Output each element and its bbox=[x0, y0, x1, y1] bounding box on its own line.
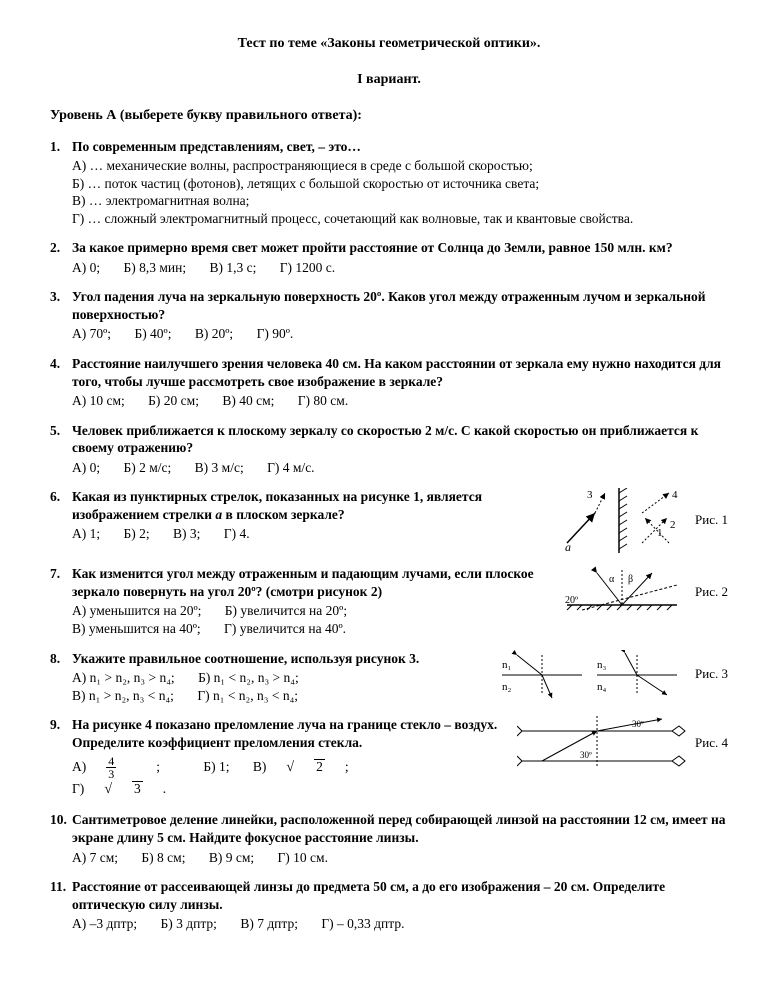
q3-a: А) 70º; bbox=[72, 325, 111, 343]
q2-a: А) 0; bbox=[72, 259, 100, 277]
q4-d: Г) 80 см. bbox=[298, 392, 348, 410]
q11-b: Б) 3 дптр; bbox=[161, 915, 217, 933]
q11-c: В) 7 дптр; bbox=[240, 915, 298, 933]
q5-a: А) 0; bbox=[72, 459, 100, 477]
question-1: По современным представлениям, свет, – э… bbox=[50, 138, 728, 228]
q1-c: В) … электромагнитная волна; bbox=[72, 192, 728, 210]
q9-c: В) √2 ; bbox=[253, 758, 369, 777]
q1-d: Г) … сложный электромагнитный процесс, с… bbox=[72, 210, 728, 228]
q3-c: В) 20º; bbox=[195, 325, 233, 343]
q4-b: Б) 20 см; bbox=[148, 392, 199, 410]
q2-text: За какое примерно время свет может пройт… bbox=[72, 239, 728, 257]
q8-d: Г) n₁ < n₂, n₃ < n₄; bbox=[197, 687, 298, 705]
q6-c: В) 3; bbox=[173, 525, 200, 543]
svg-text:30º: 30º bbox=[580, 750, 592, 760]
q4-text: Расстояние наилучшего зрения человека 40… bbox=[72, 355, 728, 390]
q6-d: Г) 4. bbox=[224, 525, 250, 543]
q6-text: Какая из пунктирных стрелок, показанных … bbox=[72, 488, 547, 523]
q6-a: А) 1; bbox=[72, 525, 100, 543]
svg-text:n₁: n₁ bbox=[502, 659, 512, 671]
question-7: Как изменится угол между отраженным и па… bbox=[50, 565, 728, 637]
q7-text: Как изменится угол между отраженным и па… bbox=[72, 565, 547, 600]
q4-c: В) 40 см; bbox=[222, 392, 274, 410]
q1-a: А) … механические волны, распространяющи… bbox=[72, 157, 728, 175]
question-9: На рисунке 4 показано преломление луча н… bbox=[50, 716, 728, 799]
q6-b: Б) 2; bbox=[124, 525, 150, 543]
q11-a: А) –3 дптр; bbox=[72, 915, 137, 933]
q3-text: Угол падения луча на зеркальную поверхно… bbox=[72, 288, 728, 323]
svg-text:2: 2 bbox=[670, 519, 676, 531]
variant: I вариант. bbox=[50, 71, 728, 89]
q9-d: Г) √3 . bbox=[72, 780, 186, 799]
svg-text:4: 4 bbox=[672, 489, 678, 501]
q4-a: А) 10 см; bbox=[72, 392, 125, 410]
q11-d: Г) – 0,33 дптр. bbox=[321, 915, 404, 933]
svg-text:3: 3 bbox=[587, 489, 593, 501]
q10-d: Г) 10 см. bbox=[278, 849, 328, 867]
question-10: Сантиметровое деление линейки, расположе… bbox=[50, 811, 728, 866]
title: Тест по теме «Законы геометрической опти… bbox=[50, 35, 728, 53]
q5-text: Человек приближается к плоскому зеркалу … bbox=[72, 422, 728, 457]
q5-d: Г) 4 м/с. bbox=[267, 459, 314, 477]
q8-text: Укажите правильное соотношение, использу… bbox=[72, 650, 487, 668]
q9-text: На рисунке 4 показано преломление луча н… bbox=[72, 716, 507, 751]
fig1-label: Рис. 1 bbox=[695, 512, 728, 529]
figure-1: a 3 1 2 4 bbox=[557, 488, 687, 553]
q8-a: А) n₁ > n₂, n₃ > n₄; bbox=[72, 669, 175, 687]
q10-a: А) 7 см; bbox=[72, 849, 118, 867]
q10-c: В) 9 см; bbox=[209, 849, 254, 867]
q3-d: Г) 90º. bbox=[257, 325, 294, 343]
svg-text:n₃: n₃ bbox=[597, 659, 607, 671]
figure-4: 30º 30º bbox=[517, 716, 687, 771]
question-8: Укажите правильное соотношение, использу… bbox=[50, 650, 728, 705]
q10-text: Сантиметровое деление линейки, расположе… bbox=[72, 811, 728, 846]
q10-b: Б) 8 см; bbox=[141, 849, 185, 867]
q8-c: В) n₁ > n₂, n₃ < n₄; bbox=[72, 687, 174, 705]
fig4-label: Рис. 4 bbox=[695, 735, 728, 752]
fig3-label: Рис. 3 bbox=[695, 666, 728, 683]
svg-text:20º: 20º bbox=[565, 595, 578, 606]
q8-b: Б) n₁ < n₂, n₃ > n₄; bbox=[198, 669, 299, 687]
figure-2: α β 20º bbox=[557, 565, 687, 620]
svg-text:α: α bbox=[609, 574, 615, 585]
svg-text:β: β bbox=[628, 574, 633, 585]
q9-a: А) 43 ; bbox=[72, 755, 180, 780]
q2-c: В) 1,3 с; bbox=[210, 259, 257, 277]
question-list: По современным представлениям, свет, – э… bbox=[50, 138, 728, 933]
q9-b: Б) 1; bbox=[203, 758, 229, 776]
question-6: Какая из пунктирных стрелок, показанных … bbox=[50, 488, 728, 553]
question-4: Расстояние наилучшего зрения человека 40… bbox=[50, 355, 728, 410]
svg-text:30º: 30º bbox=[632, 719, 644, 729]
question-2: За какое примерно время свет может пройт… bbox=[50, 239, 728, 276]
q7-a: А) уменьшится на 20º; bbox=[72, 602, 201, 620]
svg-text:a: a bbox=[565, 540, 571, 553]
svg-text:n₂: n₂ bbox=[502, 681, 512, 693]
q7-c: В) уменьшится на 40º; bbox=[72, 620, 201, 638]
level-header: Уровень А (выберете букву правильного от… bbox=[50, 107, 728, 125]
question-11: Расстояние от рассеивающей линзы до пред… bbox=[50, 878, 728, 933]
q5-b: Б) 2 м/с; bbox=[124, 459, 172, 477]
q1-b: Б) … поток частиц (фотонов), летящих с б… bbox=[72, 175, 728, 193]
figure-3: n₁ n₂ n₃ n₄ bbox=[497, 650, 687, 700]
question-5: Человек приближается к плоскому зеркалу … bbox=[50, 422, 728, 477]
question-3: Угол падения луча на зеркальную поверхно… bbox=[50, 288, 728, 343]
q11-text: Расстояние от рассеивающей линзы до пред… bbox=[72, 878, 728, 913]
q7-b: Б) увеличится на 20º; bbox=[225, 602, 347, 620]
svg-text:n₄: n₄ bbox=[597, 681, 607, 693]
q5-c: В) 3 м/с; bbox=[195, 459, 244, 477]
fig2-label: Рис. 2 bbox=[695, 584, 728, 601]
q2-d: Г) 1200 с. bbox=[280, 259, 335, 277]
q1-text: По современным представлениям, свет, – э… bbox=[72, 138, 728, 156]
q3-b: Б) 40º; bbox=[134, 325, 171, 343]
q7-d: Г) увеличится на 40º. bbox=[224, 620, 346, 638]
q2-b: Б) 8,3 мин; bbox=[124, 259, 187, 277]
